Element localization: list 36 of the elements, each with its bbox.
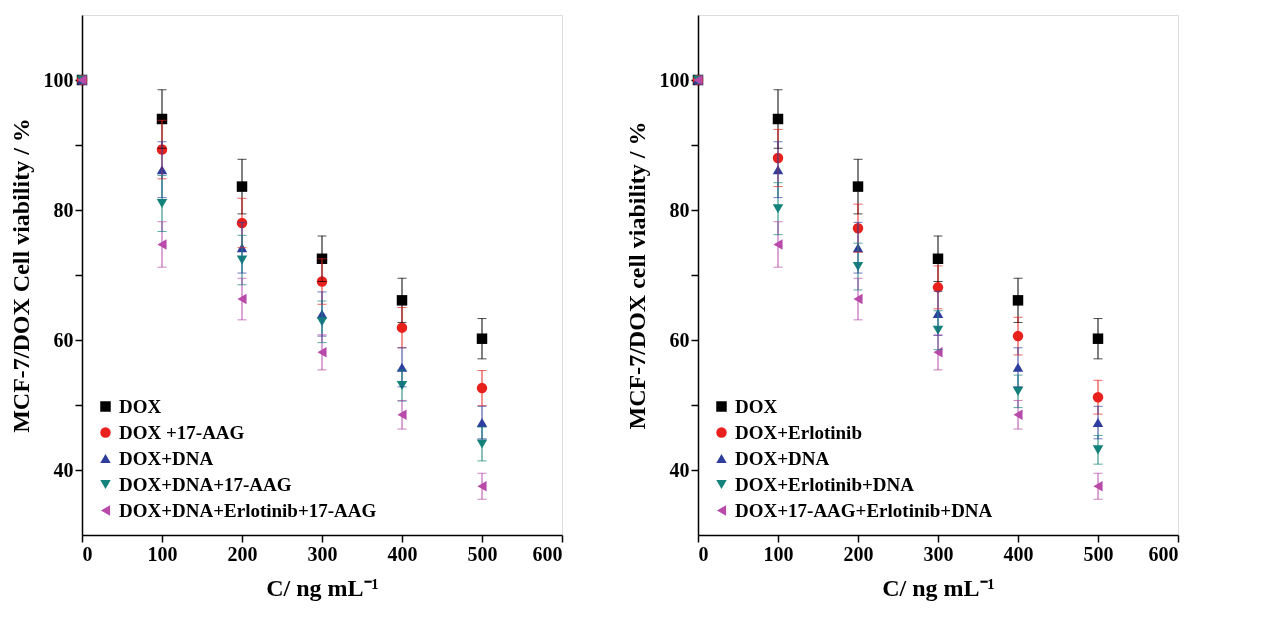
legend-label: DOX+17-AAG+Erlotinib+DNA	[735, 499, 993, 521]
x-tick-label: 100	[763, 542, 794, 565]
legend-label: DOX+DNA	[735, 447, 830, 469]
x-tick-label: 600	[532, 542, 563, 565]
legend-label: DOX+DNA+17-AAG	[119, 473, 292, 495]
x-tick-label: 300	[923, 542, 954, 565]
legend-label: DOX+DNA	[119, 447, 214, 469]
x-tick-label: 600	[1148, 542, 1179, 565]
x-tick-label: 500	[467, 542, 498, 565]
x-tick-label: 200	[843, 542, 874, 565]
legend-label: DOX+Erlotinib+DNA	[735, 473, 915, 495]
y-tick-label: 100	[43, 68, 74, 91]
x-tick-label: 0	[698, 542, 709, 565]
y-tick-label: 100	[659, 68, 690, 91]
x-tick-label: 500	[1083, 542, 1114, 565]
y-tick-label: 40	[669, 458, 690, 481]
x-axis-title: C/ ng mL⁻¹	[266, 574, 379, 601]
y-axis-title: MCF-7/DOX cell viability / %	[623, 121, 650, 430]
x-tick-label: 300	[307, 542, 338, 565]
y-axis-title: MCF-7/DOX Cell viability / %	[7, 118, 34, 433]
y-tick-label: 80	[53, 198, 74, 221]
x-tick-label: 400	[1003, 542, 1034, 565]
legend-label: DOX+Erlotinib	[735, 421, 862, 443]
y-tick-label: 60	[669, 328, 690, 351]
legend-label: DOX +17-AAG	[119, 421, 245, 443]
y-tick-label: 80	[669, 198, 690, 221]
y-tick-label: 40	[53, 458, 74, 481]
x-axis-title: C/ ng mL⁻¹	[882, 574, 995, 601]
legend-label: DOX	[119, 395, 162, 417]
x-tick-label: 100	[147, 542, 178, 565]
x-tick-label: 200	[227, 542, 258, 565]
legend-label: DOX	[735, 395, 778, 417]
x-tick-label: 400	[387, 542, 418, 565]
legend-label: DOX+DNA+Erlotinib+17-AAG	[119, 499, 377, 521]
y-tick-label: 60	[53, 328, 74, 351]
x-tick-label: 0	[82, 542, 93, 565]
